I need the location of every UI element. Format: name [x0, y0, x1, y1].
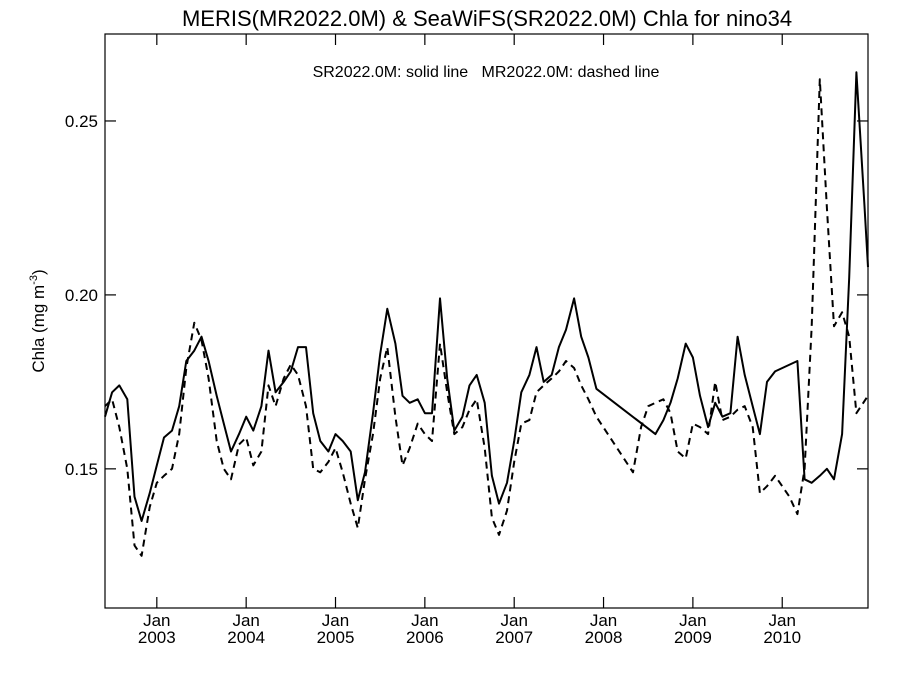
x-tick-label-year: 2006: [406, 628, 444, 647]
chart-title: MERIS(MR2022.0M) & SeaWiFS(SR2022.0M) Ch…: [182, 6, 792, 31]
x-tick-label-year: 2010: [763, 628, 801, 647]
y-axis-ticks: 0.15 0.20 0.25: [65, 112, 868, 479]
data-lines: [104, 71, 869, 557]
x-tick-label-year: 2003: [138, 628, 176, 647]
y-axis-label-exponent: -3: [28, 275, 40, 285]
x-tick-label-month: Jan: [322, 611, 349, 630]
x-tick-label-year: 2008: [585, 628, 623, 647]
x-tick-label-month: Jan: [411, 611, 438, 630]
x-tick-label-month: Jan: [590, 611, 617, 630]
x-tick-label-month: Jan: [143, 611, 170, 630]
x-tick-label-month: Jan: [679, 611, 706, 630]
x-tick-label-month: Jan: [232, 611, 259, 630]
plot-frame: [104, 33, 869, 609]
y-tick-label: 0.15: [65, 460, 98, 479]
series-annotation: SR2022.0M: solid line MR2022.0M: dashed …: [313, 64, 660, 81]
x-axis-ticks: Jan2003Jan2004Jan2005Jan2006Jan2007Jan20…: [138, 34, 801, 647]
x-tick-label-year: 2004: [227, 628, 265, 647]
y-tick-label: 0.20: [65, 286, 98, 305]
y-axis-label-close: ): [29, 269, 48, 275]
x-tick-label-month: Jan: [769, 611, 796, 630]
y-tick-label: 0.25: [65, 112, 98, 131]
x-tick-label-year: 2009: [674, 628, 712, 647]
series-line-mr2022-0m: [104, 78, 869, 557]
x-tick-label-year: 2007: [495, 628, 533, 647]
series-line-sr2022-0m: [104, 71, 869, 522]
x-tick-label-year: 2005: [317, 628, 355, 647]
x-tick-label-month: Jan: [500, 611, 527, 630]
y-axis-label-base: Chla (mg m: [29, 285, 48, 373]
y-axis-label: Chla (mg m-3): [28, 269, 48, 372]
